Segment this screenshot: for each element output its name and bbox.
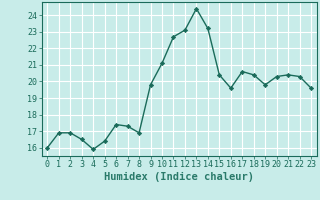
- X-axis label: Humidex (Indice chaleur): Humidex (Indice chaleur): [104, 172, 254, 182]
